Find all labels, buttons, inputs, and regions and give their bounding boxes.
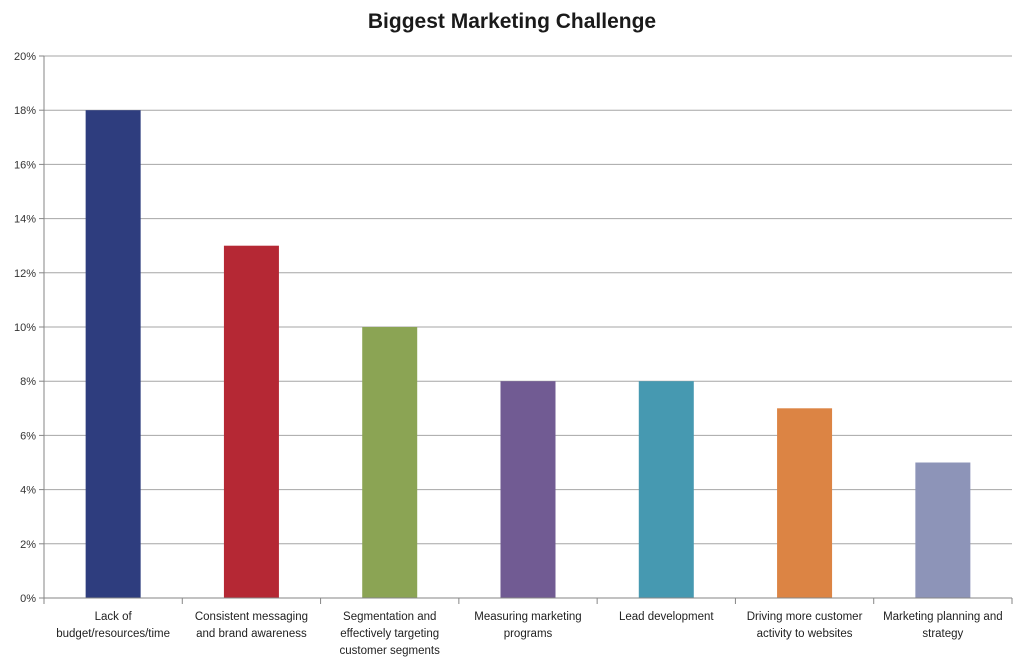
x-tick-label: Lack of <box>95 611 133 623</box>
y-tick-label: 20% <box>14 51 36 63</box>
y-tick-label: 18% <box>14 105 36 117</box>
y-tick-label: 14% <box>14 214 36 226</box>
y-tick-label: 0% <box>20 593 36 605</box>
chart-title: Biggest Marketing Challenge <box>367 10 657 33</box>
y-tick-label: 12% <box>14 268 36 280</box>
bars <box>85 110 971 598</box>
bar <box>638 381 694 598</box>
x-tick-label: strategy <box>922 628 963 640</box>
x-tick-label: Driving more customer <box>747 611 863 623</box>
y-tick-label: 2% <box>20 539 36 551</box>
x-tick-label: activity to websites <box>757 628 853 640</box>
bar <box>362 327 418 598</box>
y-tick-label: 4% <box>20 485 36 497</box>
x-tick-label: Lead development <box>619 611 714 623</box>
x-tick-label: Segmentation and <box>343 611 436 623</box>
axes <box>43 56 1013 604</box>
y-tick-label: 6% <box>20 430 36 442</box>
x-tick-label: Marketing planning and <box>883 611 1003 623</box>
x-tick-label: programs <box>504 628 553 640</box>
y-tick-label: 16% <box>14 159 36 171</box>
x-tick-label: customer segments <box>340 645 441 657</box>
x-tick-label: Consistent messaging <box>195 611 308 623</box>
y-tick-label: 8% <box>20 376 36 388</box>
x-tick-label: budget/resources/time <box>56 628 170 640</box>
y-tick-label: 10% <box>14 322 36 334</box>
bar <box>915 462 971 598</box>
bar <box>500 381 556 598</box>
bar <box>223 245 279 598</box>
x-tick-label: Measuring marketing <box>474 611 581 623</box>
x-tick-label: and brand awareness <box>196 628 307 640</box>
x-tick-label: effectively targeting <box>340 628 439 640</box>
bar <box>85 110 141 598</box>
bar <box>777 408 833 598</box>
y-axis-ticks: 0% 2% 4% 6% 8% 10% 12% 14% 16% 18% 20% <box>14 51 44 605</box>
x-axis-labels: Lack of budget/resources/time Consistent m… <box>56 611 1002 657</box>
